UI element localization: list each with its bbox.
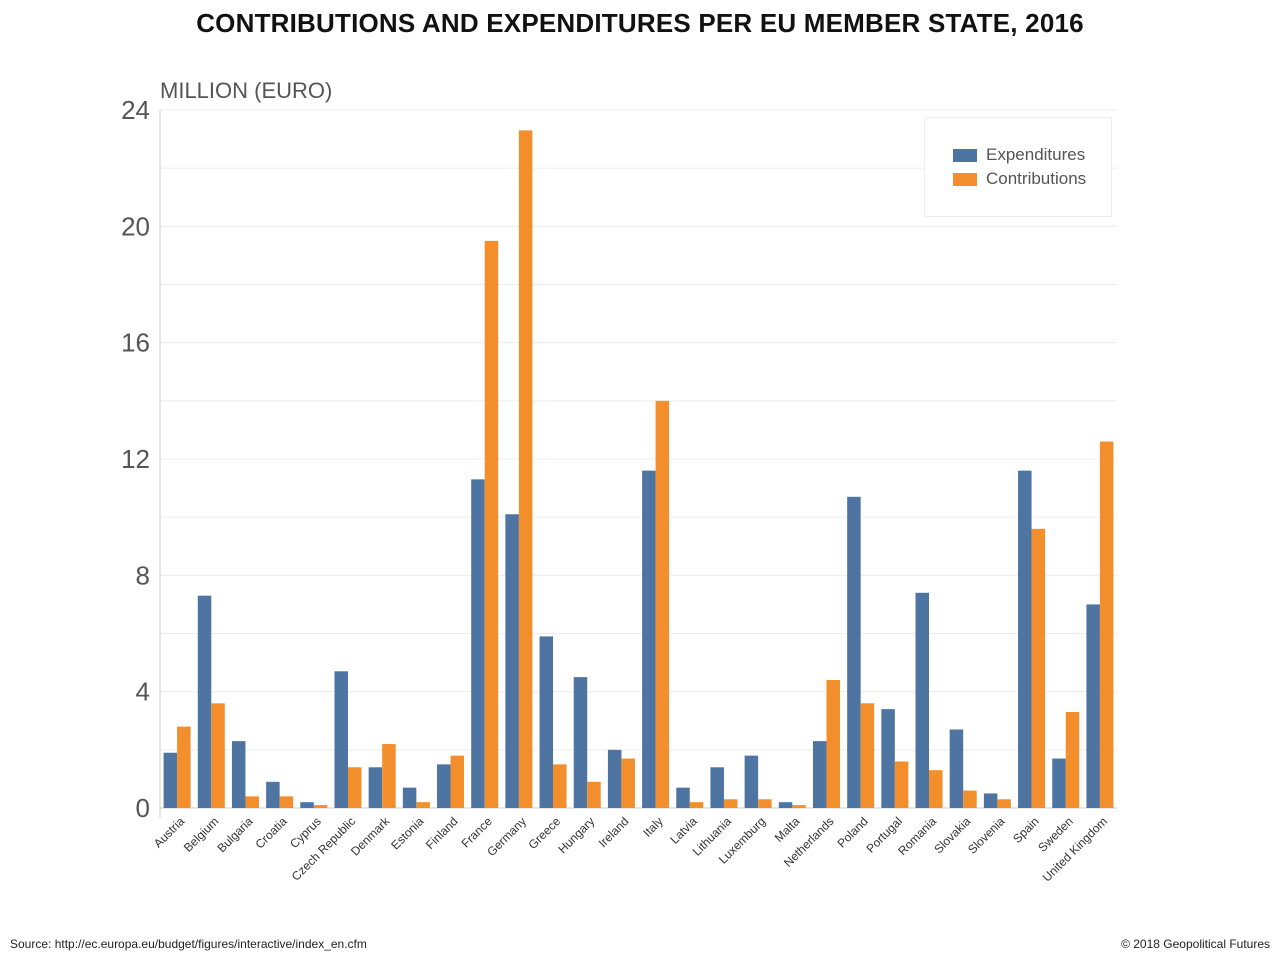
bar-contributions <box>484 240 499 808</box>
bar-contributions <box>177 726 191 808</box>
bar-contributions <box>1099 441 1114 808</box>
x-tick-label: Hungary <box>555 814 597 856</box>
bar-expenditures <box>197 595 212 808</box>
legend-item-expenditures: Expenditures <box>953 145 1085 165</box>
bar-contributions <box>416 802 430 808</box>
bar-contributions <box>621 758 635 808</box>
bar-contributions <box>211 703 225 808</box>
bar-contributions <box>689 802 704 808</box>
bar-contributions <box>347 767 362 808</box>
bar-expenditures <box>744 755 759 808</box>
y-tick-label: 16 <box>121 328 150 358</box>
y-tick-label: 20 <box>121 211 150 241</box>
bar-expenditures <box>1018 470 1032 808</box>
bar-expenditures <box>778 802 793 808</box>
bar-expenditures <box>163 752 178 808</box>
x-tick-label: Malta <box>772 814 803 845</box>
bar-expenditures <box>573 677 588 808</box>
x-tick-label: Spain <box>1010 814 1042 846</box>
x-tick-label: Romania <box>895 814 939 858</box>
legend-swatch-expenditures <box>953 148 977 162</box>
bar-contributions <box>553 764 567 808</box>
bar-expenditures <box>300 802 314 808</box>
bar-contributions <box>758 799 772 808</box>
bar-contributions <box>723 799 738 808</box>
bar-contributions <box>518 130 533 808</box>
bar-contributions <box>963 790 977 808</box>
bar-contributions <box>929 770 943 808</box>
y-axis-label: MILLION (EURO) <box>160 78 333 103</box>
bar-expenditures <box>437 764 451 808</box>
bar-contributions <box>860 703 875 808</box>
y-tick-label: 4 <box>136 677 150 707</box>
bar-expenditures <box>402 787 417 808</box>
bar-expenditures <box>642 470 656 808</box>
bar-expenditures <box>710 767 724 808</box>
x-tick-label: Estonia <box>388 814 426 852</box>
x-tick-label: Belgium <box>181 814 222 855</box>
x-tick-label: Bulgaria <box>215 814 256 855</box>
bar-expenditures <box>881 709 895 808</box>
bar-contributions <box>1065 712 1080 808</box>
x-tick-label: Croatia <box>252 814 289 851</box>
bar-contributions <box>792 805 806 808</box>
legend-item-contributions: Contributions <box>953 169 1086 189</box>
bar-expenditures <box>1052 758 1066 808</box>
legend-label-contributions: Contributions <box>986 169 1087 188</box>
bar-expenditures <box>847 496 861 808</box>
bar-contributions <box>894 761 909 808</box>
bar-contributions <box>655 400 670 808</box>
bar-expenditures <box>231 741 246 808</box>
bar-expenditures <box>915 592 930 808</box>
y-tick-label: 0 <box>136 793 150 823</box>
bar-contributions <box>279 796 294 808</box>
bar-expenditures <box>676 787 690 808</box>
bar-expenditures <box>983 793 998 808</box>
bar-expenditures <box>334 671 348 808</box>
bar-contributions <box>587 781 601 808</box>
bar-expenditures <box>266 781 280 808</box>
copyright-note: © 2018 Geopolitical Futures <box>1121 937 1270 951</box>
bar-expenditures <box>1086 604 1100 808</box>
y-tick-label: 12 <box>121 444 150 474</box>
bar-contributions <box>1031 528 1046 808</box>
legend-label-expenditures: Expenditures <box>986 145 1086 164</box>
bar-expenditures <box>607 749 622 808</box>
chart-legend: Expenditures Contributions <box>924 117 1112 217</box>
x-tick-label: Finland <box>423 814 461 852</box>
bar-expenditures <box>812 741 827 808</box>
chart-title: CONTRIBUTIONS AND EXPENDITURES PER EU ME… <box>196 8 1084 38</box>
legend-swatch-contributions <box>953 172 977 186</box>
x-tick-label: Denmark <box>348 814 393 859</box>
bar-contributions <box>450 755 465 808</box>
bar-contributions <box>826 680 840 808</box>
y-tick-label: 24 <box>121 95 150 125</box>
bar-contributions <box>382 744 396 808</box>
bar-expenditures <box>505 514 519 808</box>
bar-contributions <box>313 805 328 808</box>
x-tick-label: Ireland <box>596 814 632 850</box>
y-tick-label: 8 <box>136 560 150 590</box>
x-tick-label: Slovenia <box>965 814 1008 857</box>
x-tick-label: Italy <box>640 814 665 839</box>
bar-expenditures <box>539 636 554 808</box>
bar-expenditures <box>471 479 485 808</box>
bar-contributions <box>245 796 259 808</box>
source-note: Source: http://ec.europa.eu/budget/figur… <box>10 937 367 951</box>
bar-expenditures <box>949 729 964 808</box>
bar-contributions <box>997 799 1011 808</box>
bar-expenditures <box>368 767 383 808</box>
